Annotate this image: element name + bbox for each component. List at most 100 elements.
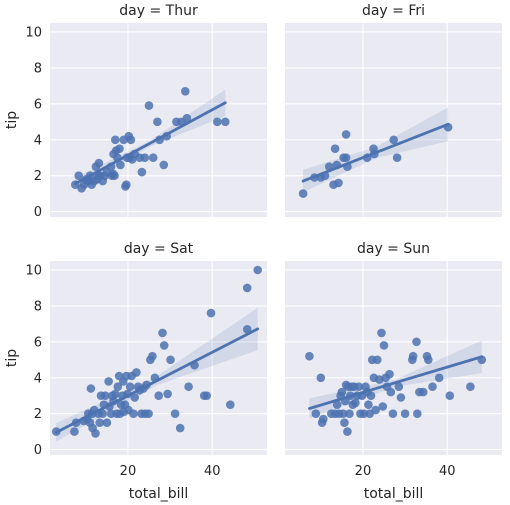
data-point — [148, 153, 158, 162]
data-point — [345, 409, 354, 419]
data-point — [175, 423, 185, 433]
y-axis-label-top: tip — [4, 111, 20, 129]
facet-title: day = Sun — [357, 241, 430, 257]
data-point — [111, 135, 120, 145]
data-point — [111, 389, 120, 399]
data-point — [305, 351, 314, 361]
data-point — [319, 414, 328, 424]
data-point — [206, 308, 216, 318]
y-tick-label: 6 — [34, 97, 42, 112]
facet-title: day = Fri — [362, 3, 425, 19]
data-point — [334, 178, 343, 188]
data-point — [413, 409, 422, 419]
data-point — [242, 283, 252, 293]
data-point — [311, 409, 321, 419]
data-point — [104, 377, 113, 386]
data-point — [424, 355, 433, 365]
data-point — [159, 341, 169, 350]
data-point — [110, 171, 119, 180]
y-tick-label: 2 — [34, 407, 42, 422]
data-point — [116, 160, 125, 170]
data-point — [330, 144, 340, 153]
data-point — [91, 429, 100, 438]
data-point — [418, 387, 428, 397]
data-point — [396, 393, 406, 402]
data-point — [226, 400, 235, 410]
data-point — [148, 351, 157, 361]
data-point — [379, 341, 389, 350]
data-point — [373, 355, 382, 365]
data-point — [129, 409, 138, 419]
data-point — [412, 337, 421, 347]
data-point — [170, 409, 180, 419]
data-point — [445, 391, 455, 401]
data-point — [153, 117, 162, 127]
data-point — [132, 368, 141, 377]
data-point — [182, 113, 192, 123]
data-point — [70, 427, 79, 436]
data-point — [298, 189, 308, 198]
data-point — [115, 144, 124, 153]
data-point — [351, 398, 360, 408]
data-point — [181, 87, 190, 96]
data-point — [130, 393, 139, 402]
y-tick-label: 8 — [34, 61, 42, 76]
data-point — [102, 418, 112, 428]
data-point — [332, 400, 342, 410]
data-point — [377, 328, 386, 338]
data-point — [158, 328, 167, 338]
data-point — [364, 400, 373, 410]
regression-line — [301, 122, 450, 183]
data-point — [184, 382, 193, 392]
y-tick-label: 10 — [25, 263, 42, 278]
data-point — [341, 130, 351, 139]
data-point — [359, 409, 369, 419]
facet-title: day = Thur — [119, 3, 198, 19]
data-point — [366, 391, 376, 401]
data-point — [140, 153, 150, 162]
facet-panel: day = Sun 20 40 — [285, 241, 502, 479]
y-tick-label: 4 — [34, 133, 42, 148]
data-point — [337, 387, 347, 397]
data-point — [341, 153, 351, 162]
data-point — [122, 180, 131, 189]
data-point — [354, 382, 364, 392]
regression-line — [54, 327, 260, 434]
panel-background — [285, 23, 502, 217]
data-point — [166, 355, 175, 365]
data-point — [202, 391, 211, 401]
data-point — [428, 382, 437, 392]
data-point — [400, 409, 410, 419]
data-point — [316, 373, 326, 383]
data-point — [144, 101, 154, 110]
data-point — [159, 160, 169, 170]
y-axis-label-bottom: tip — [4, 349, 20, 367]
data-point — [392, 153, 402, 162]
y-tick-label: 6 — [34, 335, 42, 350]
data-point — [125, 382, 135, 392]
data-point — [408, 351, 418, 361]
x-tick-label: 40 — [204, 464, 221, 479]
data-point — [386, 387, 396, 397]
y-tick-label: 2 — [34, 169, 42, 184]
y-tick-label: 8 — [34, 299, 42, 314]
data-point — [86, 384, 96, 393]
regression-line — [308, 355, 484, 410]
x-tick-label: 20 — [355, 464, 372, 479]
data-point — [95, 418, 104, 428]
facet-title: day = Sat — [124, 241, 194, 257]
data-point — [154, 391, 163, 401]
y-tick-label: 0 — [34, 205, 42, 220]
facet-panel: day = Fri — [285, 3, 502, 217]
data-point — [388, 409, 398, 419]
data-point — [242, 325, 252, 334]
data-point — [126, 135, 136, 145]
data-point — [340, 418, 349, 428]
data-point — [343, 427, 352, 436]
data-point — [213, 117, 222, 127]
x-axis-label-left: total_bill — [129, 486, 189, 502]
data-point — [434, 373, 444, 383]
y-tick-label: 4 — [34, 371, 42, 386]
data-point — [113, 382, 123, 392]
